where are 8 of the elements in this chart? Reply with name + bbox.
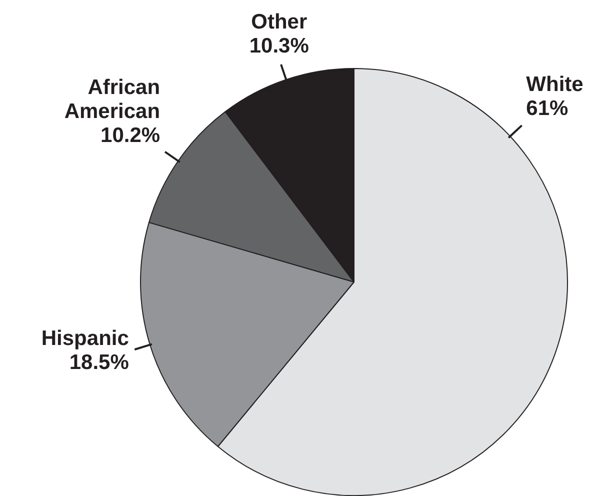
data-label: 10.2% xyxy=(100,124,160,148)
data-label: 61% xyxy=(526,97,569,120)
slice-label: Other xyxy=(251,10,308,34)
data-label: 18.5% xyxy=(69,351,130,374)
slice-label: Hispanic xyxy=(41,327,130,350)
slice-label: African American xyxy=(64,76,160,124)
slice-label: White xyxy=(526,73,584,96)
data-label: 10.3% xyxy=(249,34,310,58)
